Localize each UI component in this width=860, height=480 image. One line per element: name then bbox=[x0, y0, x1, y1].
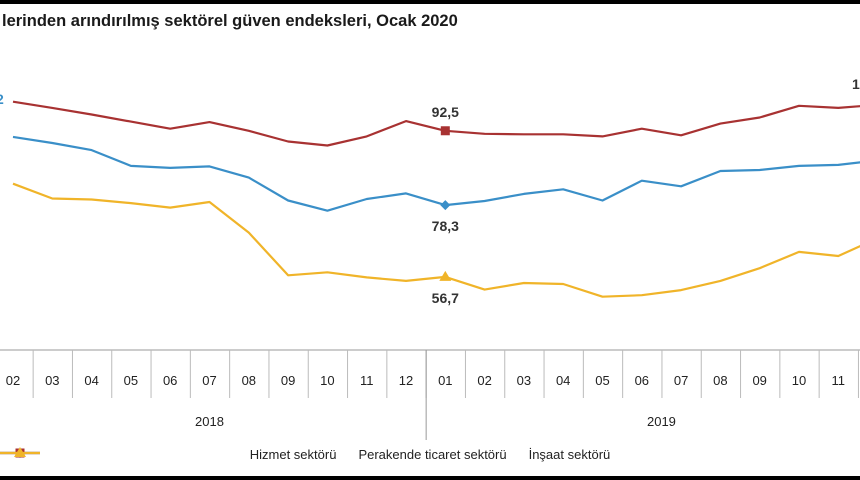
data-label: 56,7 bbox=[432, 290, 459, 306]
x-tick-label: 02 bbox=[477, 373, 491, 388]
x-tick-label: 01 bbox=[438, 373, 452, 388]
edge-data-label: 2 bbox=[0, 91, 4, 107]
legend-item-2: Perakende ticaret sektörü bbox=[0, 447, 507, 462]
x-tick-label: 04 bbox=[556, 373, 570, 388]
x-tick-label: 04 bbox=[84, 373, 98, 388]
x-tick-label: 06 bbox=[635, 373, 649, 388]
legend-label: Perakende ticaret sektörü bbox=[358, 447, 507, 462]
data-point-marker bbox=[440, 126, 450, 136]
x-tick-label: 09 bbox=[281, 373, 295, 388]
x-tick-label: 11 bbox=[832, 373, 846, 388]
legend-label: İnşaat sektörü bbox=[528, 447, 611, 462]
data-point-marker bbox=[439, 270, 452, 281]
legend-item-1: Hizmet sektörü bbox=[0, 447, 337, 462]
year-label: 2018 bbox=[195, 414, 224, 429]
x-tick-label: 07 bbox=[202, 373, 216, 388]
legend-item-3: İnşaat sektörü bbox=[0, 447, 611, 462]
x-tick-label: 03 bbox=[45, 373, 59, 388]
data-label: 1 bbox=[852, 76, 860, 92]
x-tick-label: 03 bbox=[517, 373, 531, 388]
legend-label: Hizmet sektörü bbox=[249, 447, 337, 462]
x-tick-label: 08 bbox=[242, 373, 256, 388]
x-tick-label: 05 bbox=[124, 373, 138, 388]
series-line-3 bbox=[12, 182, 860, 298]
chart-title: lerinden arındırılmış sektörel güven end… bbox=[2, 12, 458, 30]
series-line-1 bbox=[12, 135, 860, 212]
legend-swatch bbox=[0, 447, 40, 457]
data-label: 92,5 bbox=[432, 104, 459, 120]
year-label: 2019 bbox=[647, 414, 676, 429]
x-tick-label: 11 bbox=[360, 373, 374, 388]
x-tick-label: 07 bbox=[674, 373, 688, 388]
top-border bbox=[0, 0, 860, 4]
bottom-border bbox=[0, 476, 860, 480]
x-tick-label: 06 bbox=[163, 373, 177, 388]
legend-marker bbox=[14, 447, 26, 457]
data-point-marker bbox=[440, 200, 451, 211]
x-tick-label: 09 bbox=[752, 373, 766, 388]
x-tick-label: 12 bbox=[399, 373, 413, 388]
x-tick-label: 05 bbox=[595, 373, 609, 388]
x-tick-label: 10 bbox=[320, 373, 334, 388]
x-tick-label: 10 bbox=[792, 373, 806, 388]
x-tick-label: 08 bbox=[713, 373, 727, 388]
data-label: 78,3 bbox=[432, 218, 459, 234]
x-tick-label: 02 bbox=[6, 373, 20, 388]
chart-legend: Hizmet sektörü Perakende ticaret sektörü İ… bbox=[0, 447, 860, 462]
